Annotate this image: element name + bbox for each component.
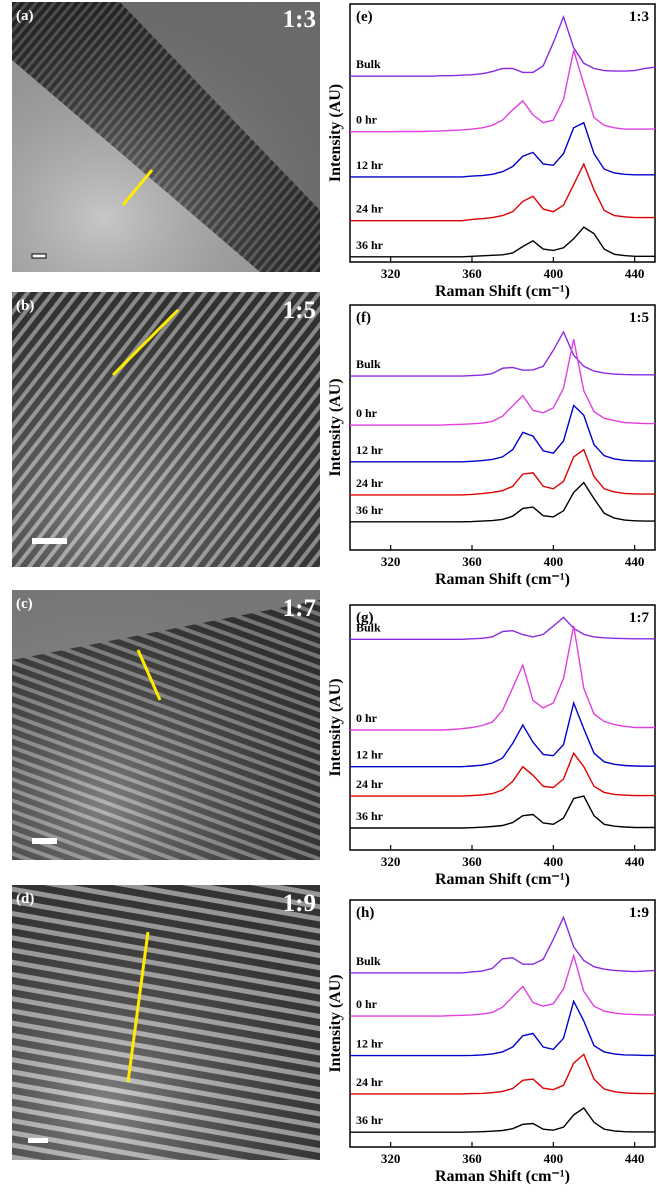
spectrum-line — [350, 448, 655, 496]
plot-frame — [349, 899, 656, 1148]
spectrum-line — [350, 162, 655, 222]
y-axis-label: Intensity (AU) — [327, 974, 344, 1072]
series-label: 36 hr — [356, 503, 384, 517]
x-tick-label: 400 — [544, 1151, 564, 1166]
series-label: Bulk — [356, 57, 381, 71]
panel-label: (e) — [356, 9, 373, 25]
x-tick-label: 320 — [381, 554, 401, 569]
image-ratio: 1:5 — [283, 297, 316, 324]
spectrum-line — [350, 625, 655, 731]
x-tick-label: 320 — [381, 266, 401, 281]
image-label: (a) — [16, 8, 34, 24]
x-tick-label: 400 — [544, 554, 564, 569]
spectrum-line — [350, 751, 655, 797]
panel-label: (g) — [356, 610, 374, 626]
spectrum-line — [350, 1053, 655, 1095]
x-tick-label: 360 — [462, 554, 482, 569]
series-label: 24 hr — [356, 777, 384, 791]
series-label: 0 hr — [356, 711, 378, 725]
spectrum-line — [350, 1107, 655, 1133]
plot-frame — [349, 304, 656, 551]
spectrum-line — [350, 700, 655, 768]
spectrum-line — [350, 226, 655, 258]
series-label: 36 hr — [356, 1113, 384, 1127]
panel-label: (h) — [356, 905, 374, 921]
x-axis-label: Raman Shift (cm⁻¹) — [435, 571, 570, 588]
plot-frame — [349, 604, 656, 851]
series-label: Bulk — [356, 620, 381, 634]
series-label: 12 hr — [356, 1037, 384, 1051]
panel-label: (f) — [356, 310, 371, 326]
spectrum-line — [350, 50, 655, 133]
x-tick-label: 440 — [625, 266, 645, 281]
panel-annotation: 1:5 — [629, 310, 649, 326]
y-axis-label: Intensity (AU) — [327, 84, 344, 182]
series-label: Bulk — [356, 954, 381, 968]
image-ratio: 1:3 — [283, 6, 316, 33]
spectrum-line — [350, 953, 655, 1017]
series-label: 24 hr — [356, 202, 384, 216]
tem-image: (b) 1:5 — [12, 292, 320, 567]
spectrum-line — [350, 14, 656, 77]
image-label: (b) — [16, 298, 34, 314]
spectrum-line — [350, 616, 655, 640]
tem-image: (d) 1:9 — [12, 885, 320, 1160]
x-tick-label: 440 — [625, 554, 645, 569]
x-tick-label: 320 — [381, 1151, 401, 1166]
x-tick-label: 360 — [462, 266, 482, 281]
spectrum-line — [350, 795, 655, 829]
spectrum-line — [350, 121, 655, 178]
image-ratio: 1:7 — [283, 595, 316, 622]
y-axis-label: Intensity (AU) — [327, 378, 344, 476]
x-tick-label: 400 — [544, 266, 564, 281]
x-tick-label: 360 — [462, 854, 482, 869]
spectrum-line — [350, 330, 655, 377]
tem-image: (a) 1:3 — [12, 2, 320, 272]
spectrum-line — [350, 404, 655, 463]
spectrum-line — [350, 999, 655, 1057]
panel-annotation: 1:3 — [629, 9, 649, 25]
image-label: (c) — [16, 596, 33, 612]
spectrum-line — [350, 481, 655, 523]
series-label: 36 hr — [356, 238, 384, 252]
x-tick-label: 320 — [381, 854, 401, 869]
spectrum-line — [350, 339, 655, 426]
series-label: 24 hr — [356, 1075, 384, 1089]
x-axis-label: Raman Shift (cm⁻¹) — [435, 871, 570, 888]
spectrum-line — [350, 915, 656, 974]
series-label: 0 hr — [356, 406, 378, 420]
x-axis-label: Raman Shift (cm⁻¹) — [435, 283, 570, 300]
tem-image: (c) 1:7 — [12, 590, 320, 860]
plot-frame — [349, 3, 656, 263]
series-label: 12 hr — [356, 443, 384, 457]
series-label: 24 hr — [356, 476, 384, 490]
series-label: 12 hr — [356, 158, 384, 172]
image-label: (d) — [16, 891, 34, 907]
x-tick-label: 360 — [462, 1151, 482, 1166]
x-tick-label: 440 — [625, 1151, 645, 1166]
series-label: 36 hr — [356, 809, 384, 823]
series-label: 0 hr — [356, 997, 378, 1011]
series-label: Bulk — [356, 357, 381, 371]
series-label: 0 hr — [356, 113, 378, 127]
x-tick-label: 400 — [544, 854, 564, 869]
x-axis-label: Raman Shift (cm⁻¹) — [435, 1168, 570, 1185]
panel-annotation: 1:9 — [629, 905, 649, 921]
panel-annotation: 1:7 — [629, 610, 649, 626]
x-tick-label: 440 — [625, 854, 645, 869]
image-ratio: 1:9 — [283, 890, 316, 917]
y-axis-label: Intensity (AU) — [327, 678, 344, 776]
series-label: 12 hr — [356, 748, 384, 762]
